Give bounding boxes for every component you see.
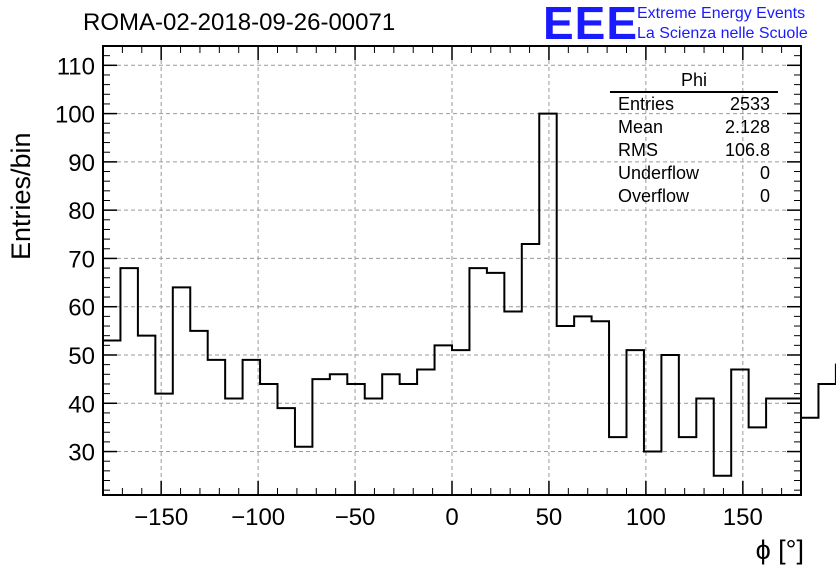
y-tick-label: 100 <box>55 102 95 129</box>
x-tick-label: 100 <box>626 504 666 531</box>
axis-ticks <box>102 46 802 495</box>
y-tick-label: 80 <box>68 198 95 225</box>
stats-title: Phi <box>610 70 778 93</box>
logo-caption-line2: La Scienza nelle Scuole <box>637 25 808 42</box>
x-tick-label: 50 <box>536 504 563 531</box>
y-tick-label: 90 <box>68 150 95 177</box>
x-tick-label: 150 <box>723 504 763 531</box>
y-tick-label: 60 <box>68 295 95 322</box>
x-axis-label: ϕ [°] <box>755 535 804 565</box>
x-tick-label: 0 <box>445 504 458 531</box>
eee-logo: EEE <box>543 0 639 49</box>
stats-row-overflow: Overflow 0 <box>610 185 778 208</box>
y-tick-label: 50 <box>68 343 95 370</box>
y-tick-label: 40 <box>68 391 95 418</box>
stats-value: 2.128 <box>724 117 770 137</box>
stats-box: Phi Entries 2533 Mean 2.128 RMS 106.8 Under… <box>610 70 778 208</box>
y-tick-label: 110 <box>57 53 95 80</box>
grid-lines <box>103 46 801 495</box>
stats-label: Entries <box>618 94 675 114</box>
stats-value: 2533 <box>729 94 770 114</box>
x-tick-label: −50 <box>335 504 376 531</box>
stats-label: Underflow <box>618 163 700 183</box>
axis-tick-labels: 30 40 50 60 70 80 90 100 110 −150 −100 −50 0 50 100 150 <box>55 53 763 531</box>
y-axis-label: Entries/bin <box>6 132 36 260</box>
logo-caption: Extreme Energy Events La Scienza nelle S… <box>637 4 808 44</box>
stats-row-underflow: Underflow 0 <box>610 162 778 185</box>
y-tick-label: 70 <box>68 246 95 273</box>
chart-title: ROMA-02-2018-09-26-00071 <box>83 9 396 36</box>
y-tick-label: 30 <box>68 440 95 467</box>
histogram-line <box>103 112 836 477</box>
stats-label: Mean <box>618 117 664 137</box>
stats-row-rms: RMS 106.8 <box>610 139 778 162</box>
stats-value: 106.8 <box>724 140 770 160</box>
stats-row-mean: Mean 2.128 <box>610 116 778 139</box>
x-tick-label: −150 <box>134 504 188 531</box>
stats-value: 0 <box>759 186 770 206</box>
stats-label: Overflow <box>618 186 690 206</box>
stats-label: RMS <box>618 140 658 160</box>
x-tick-label: −100 <box>231 504 285 531</box>
stats-value: 0 <box>759 163 770 183</box>
stats-row-entries: Entries 2533 <box>610 93 778 116</box>
logo-caption-line1: Extreme Energy Events <box>637 5 806 22</box>
